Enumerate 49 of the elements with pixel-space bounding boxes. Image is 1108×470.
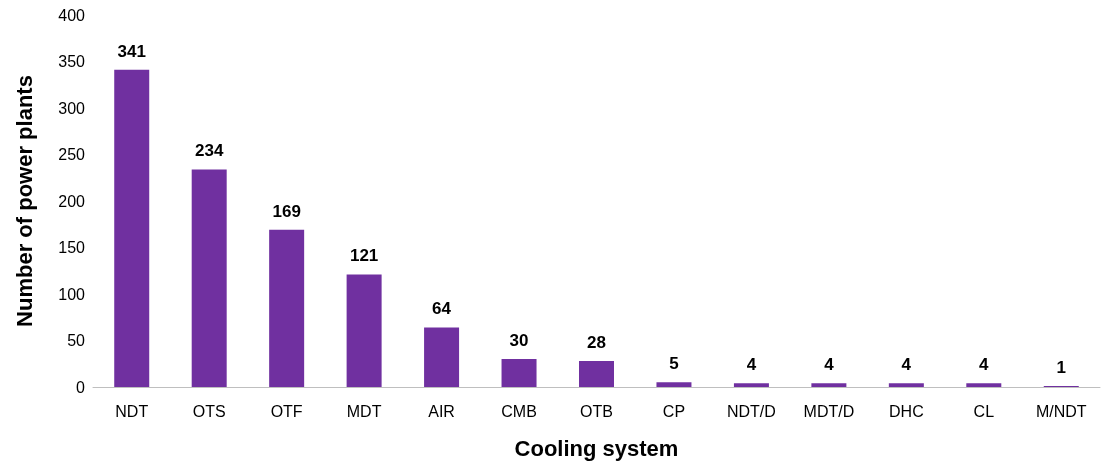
y-tick-label: 350 <box>58 53 86 70</box>
bar <box>269 229 305 387</box>
y-tick-label: 200 <box>58 192 86 210</box>
x-tick-label: CL <box>973 402 995 420</box>
x-tick-label: DHC <box>889 402 924 420</box>
data-label: 64 <box>432 299 452 319</box>
y-tick-label: 250 <box>58 146 86 163</box>
data-label: 234 <box>195 141 224 161</box>
data-label: 28 <box>587 332 606 352</box>
x-tick-label: OTS <box>192 402 226 420</box>
x-tick-label: NDT/D <box>726 402 776 420</box>
bar <box>811 383 847 387</box>
data-label: 169 <box>272 201 301 221</box>
bar <box>656 382 692 387</box>
bar <box>346 274 382 387</box>
bar <box>888 383 924 387</box>
data-label: 4 <box>979 355 990 375</box>
bar <box>579 360 614 387</box>
x-tick-label: AIR <box>428 402 455 420</box>
y-tick-label: 300 <box>58 99 86 117</box>
data-label: 30 <box>509 331 529 351</box>
y-tick-label: 400 <box>58 6 86 24</box>
x-tick-label: OTF <box>270 402 303 420</box>
bar <box>424 327 460 387</box>
x-tick-label: CP <box>662 402 686 420</box>
bar <box>966 383 1002 387</box>
data-label: 4 <box>824 355 835 375</box>
y-tick-label: 0 <box>76 378 86 396</box>
x-axis-title: Cooling system <box>514 435 679 461</box>
x-tick-label: MDT/D <box>803 402 855 420</box>
data-label: 4 <box>901 355 912 375</box>
data-label: 4 <box>746 355 757 375</box>
y-axis-title: Number of power plants <box>11 75 37 327</box>
x-tick-label: OTB <box>580 402 613 420</box>
y-tick-label: 100 <box>58 285 86 303</box>
x-tick-label: NDT <box>115 402 149 420</box>
y-tick-label: 150 <box>58 239 86 256</box>
data-label: 1 <box>1056 358 1066 378</box>
x-tick-label: MDT <box>346 402 382 420</box>
bar <box>733 383 769 387</box>
y-tick-label: 50 <box>67 332 86 349</box>
x-tick-label: CMB <box>501 402 537 420</box>
bar <box>114 69 150 387</box>
bar <box>191 169 227 387</box>
data-label: 121 <box>349 246 379 266</box>
x-tick-label: M/NDT <box>1035 402 1087 420</box>
data-label: 341 <box>117 41 146 61</box>
bar <box>501 359 537 387</box>
data-label: 5 <box>669 354 679 374</box>
